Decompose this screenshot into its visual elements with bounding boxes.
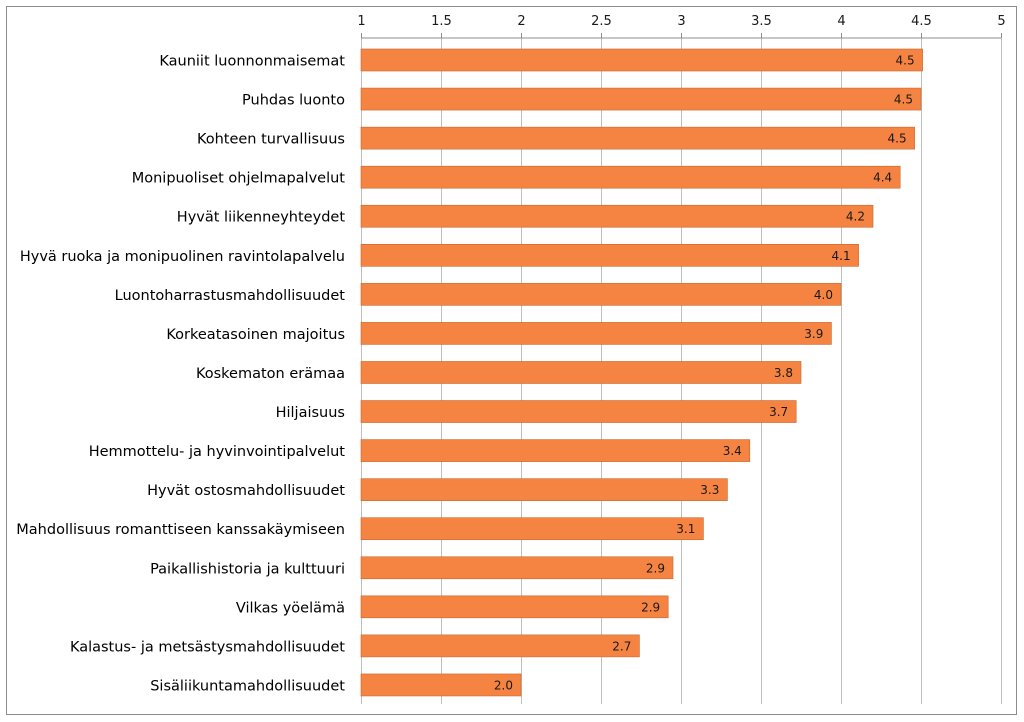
category-label: Monipuoliset ohjelmapalvelut: [132, 171, 346, 187]
bars: 4.5 4.5 4.5 4.4 4.2 4.1 4.0 3.9 3.8 3.7 3.4 3.3 3.1 2…: [360, 48, 923, 697]
bar: [360, 634, 640, 658]
bar: [360, 400, 797, 423]
bar: [360, 244, 859, 267]
x-axis-ticks: 1 1.5 2 2.5 3 3.5 4 4.5 5: [357, 14, 1006, 39]
bar: [360, 48, 923, 72]
x-tick-label: 3: [677, 14, 685, 29]
category-label: Sisäliikuntamahdollisuudet: [150, 678, 345, 694]
x-tick-label: 2.5: [591, 14, 612, 29]
category-label: Paikallishistoria ja kulttuuri: [150, 561, 345, 577]
category-label: Korkeatasoinen majoitus: [166, 327, 345, 343]
data-label: 4.2: [846, 210, 865, 224]
bar: [360, 595, 669, 619]
bar: [360, 361, 802, 384]
data-label: 4.1: [832, 249, 851, 263]
category-label: Hiljaisuus: [276, 405, 345, 421]
data-label: 3.3: [700, 483, 719, 497]
x-tick-label: 3.5: [751, 14, 772, 29]
data-label: 3.1: [676, 522, 695, 536]
bar: [360, 556, 674, 580]
category-label: Koskematon erämaa: [196, 366, 345, 382]
category-label: Mahdollisuus romanttiseen kanssakäymisee…: [16, 522, 345, 538]
x-tick-label: 4: [837, 14, 845, 29]
bar: [360, 283, 842, 306]
bar: [360, 478, 728, 501]
bar: [360, 165, 901, 189]
category-label: Vilkas yöelämä: [236, 600, 345, 616]
x-tick-label: 2: [517, 14, 525, 29]
data-label: 3.4: [723, 444, 742, 458]
category-label: Kalastus- ja metsästysmahdollisuudet: [70, 639, 345, 655]
bar: [360, 439, 751, 462]
x-tick-label: 4.5: [911, 14, 932, 29]
data-label: 4.5: [896, 54, 915, 68]
data-label: 3.7: [769, 405, 788, 419]
bar: [360, 204, 874, 228]
category-label: Hemmottelu- ja hyvinvointipalvelut: [89, 444, 346, 460]
data-label: 4.5: [894, 93, 913, 107]
data-label: 2.9: [646, 561, 665, 575]
category-label: Puhdas luonto: [242, 93, 345, 109]
data-label: 4.0: [814, 288, 833, 302]
data-label: 3.9: [804, 327, 823, 341]
category-label: Hyvä ruoka ja monipuolinen ravintolapalv…: [20, 249, 345, 265]
chart-frame: [6, 6, 1017, 715]
bar: [360, 126, 915, 150]
bar: [360, 322, 832, 345]
x-tick-label: 1: [357, 14, 365, 29]
data-label: 2.0: [494, 678, 513, 692]
x-tick-label: 5: [997, 14, 1005, 29]
category-label: Hyvät ostosmahdollisuudet: [147, 483, 345, 499]
category-label: Hyvät liikenneyhteydet: [177, 210, 346, 226]
category-label: Kohteen turvallisuus: [197, 132, 345, 148]
bar: [360, 87, 922, 111]
data-label: 2.7: [612, 639, 631, 653]
bar: [360, 673, 522, 697]
bar: [360, 517, 704, 541]
data-label: 2.9: [641, 600, 660, 614]
category-label: Kauniit luonnonmaisemat: [159, 54, 345, 70]
data-label: 4.4: [873, 171, 892, 185]
x-tick-label: 1.5: [431, 14, 452, 29]
category-labels: Kauniit luonnonmaisemat Puhdas luonto Koht…: [16, 54, 345, 695]
data-label: 4.5: [888, 132, 907, 146]
category-label: Luontoharrastusmahdollisuudet: [115, 288, 346, 304]
data-label: 3.8: [774, 366, 793, 380]
